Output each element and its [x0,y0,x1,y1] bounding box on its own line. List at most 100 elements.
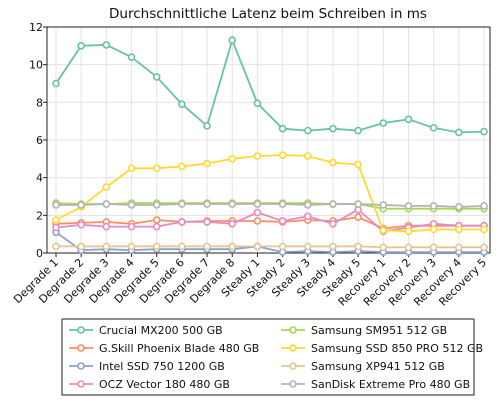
data-point [127,53,136,61]
legend-item: Samsung SSD 850 PRO 512 GB [281,342,483,355]
data-point [127,164,136,173]
data-point [52,242,60,251]
series-line [55,37,485,134]
data-point [203,242,211,251]
data-point [404,243,413,252]
y-tick-label: 0 [36,247,43,260]
data-point [152,73,161,81]
legend-label: G.Skill Phoenix Blade 480 GB [99,342,259,355]
data-point [329,158,337,167]
data-point [278,217,287,225]
data-point [152,201,161,209]
series-0 [52,36,488,137]
data-point [303,212,312,221]
data-point [52,201,60,209]
y-tick-label: 8 [36,96,43,109]
data-point [152,164,161,173]
data-point [102,242,111,251]
data-point [77,242,85,251]
data-point [228,36,237,44]
data-point [77,201,85,209]
data-point [278,242,287,251]
data-point [480,127,488,136]
legend-label: Samsung SSD 850 PRO 512 GB [311,342,483,355]
legend-swatch-marker [289,344,297,352]
series-group [52,36,488,256]
legend-item: G.Skill Phoenix Blade 480 GB [69,342,259,355]
data-point [228,155,237,163]
grid [47,26,490,254]
data-point [379,226,388,235]
data-point [52,216,60,224]
data-point [77,220,85,229]
legend-swatch-marker [289,362,297,370]
data-point [480,202,488,210]
data-point [52,79,60,88]
y-tick-label: 6 [36,134,43,147]
data-point [253,217,262,225]
data-point [329,220,337,228]
chart-title: Durchschnittliche Latenz beim Schreiben … [109,6,427,22]
data-point [77,42,85,50]
data-point [203,200,211,208]
data-point [379,201,388,209]
data-point [354,200,362,208]
data-point [455,225,463,234]
data-point [102,41,111,49]
data-point [480,243,488,252]
series-6 [52,242,488,252]
data-point [278,200,287,208]
legend-item: Crucial MX200 500 GB [69,324,223,337]
data-point [379,243,388,252]
series-line [55,216,484,230]
data-point [127,222,136,231]
series-line [56,245,484,249]
data-point [127,201,136,209]
legend-label: OCZ Vector 180 480 GB [99,378,230,391]
data-point [278,124,287,133]
data-point [404,202,413,210]
data-point [203,122,211,130]
data-point [228,242,237,251]
data-point [203,159,211,168]
data-point [102,222,111,231]
data-point [404,227,413,236]
legend-item: Samsung XP941 512 GB [281,360,445,373]
data-point [303,242,312,251]
data-point [329,124,337,133]
legend-box [61,318,475,396]
data-point [455,243,463,252]
legend-item: SanDisk Extreme Pro 480 GB [281,378,470,391]
data-point [228,200,237,208]
y-tick-label: 4 [36,172,43,185]
data-point [480,225,488,234]
data-point [52,223,60,232]
data-point [253,200,262,208]
data-point [278,151,287,159]
data-point [303,201,312,209]
data-point [404,115,413,124]
legend-label: SanDisk Extreme Pro 480 GB [311,378,470,391]
data-point [354,126,362,135]
data-point [152,242,161,251]
y-tick-label: 12 [29,21,43,34]
data-point [379,119,388,127]
data-point [455,128,463,137]
legend-label: Samsung XP941 512 GB [311,360,445,373]
legend-swatch-marker [77,362,85,370]
data-point [178,100,186,109]
data-point [102,183,111,191]
data-point [429,202,438,210]
legend-item: Intel SSD 750 1200 GB [69,360,225,373]
data-point [354,160,362,169]
legend-label: Samsung SM951 512 GB [311,324,447,337]
series-line [55,208,484,233]
data-point [178,162,186,171]
data-point [429,123,438,132]
data-point [429,243,438,252]
legend-item: Samsung SM951 512 GB [281,324,447,337]
legend-label: Crucial MX200 500 GB [99,324,223,337]
data-point [203,218,211,226]
data-point [253,208,262,217]
